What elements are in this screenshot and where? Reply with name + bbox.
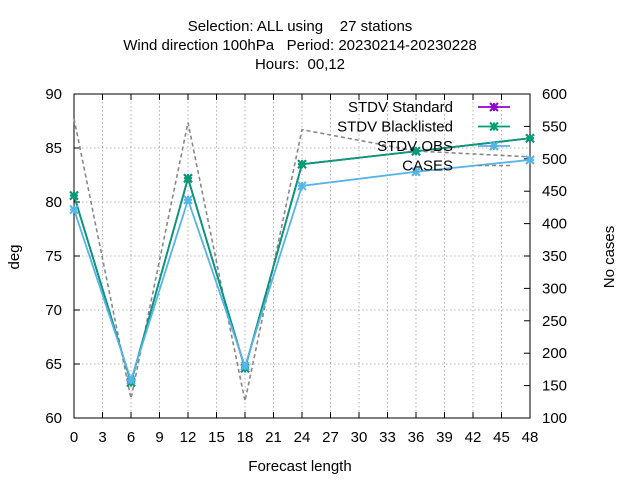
x-tick-label: 27: [322, 429, 339, 446]
data-point-stdv-blacklisted: [411, 146, 421, 156]
legend-marker-stdv-blacklisted: [489, 121, 499, 132]
y2-tick-label: 600: [542, 86, 567, 103]
x-tick-label: 15: [208, 429, 225, 446]
y-tick-label: 65: [45, 356, 62, 373]
data-point-stdv-obs: [411, 167, 421, 177]
y2-tick-label: 400: [542, 216, 567, 233]
x-tick-label: 3: [98, 429, 106, 446]
y2-tick-label: 500: [542, 151, 567, 168]
data-point-stdv-obs: [126, 375, 136, 385]
legend-label-cases: CASES: [402, 158, 453, 175]
x-tick-label: 42: [465, 429, 482, 446]
y2-tick-label: 350: [542, 248, 567, 265]
x-tick-label: 21: [265, 429, 282, 446]
axis-ticks: 0 3 6 9 12 15 18 21 24 27 30 33 36 39 42 45 486065707580…: [45, 86, 567, 446]
y2-tick-label: 150: [542, 378, 567, 395]
y2-tick-label: 250: [542, 313, 567, 330]
data-point-stdv-blacklisted: [69, 190, 79, 201]
data-point-stdv-blacklisted: [525, 133, 535, 143]
y2-tick-label: 200: [542, 345, 567, 362]
x-tick-label: 9: [155, 429, 163, 446]
x-tick-label: 33: [379, 429, 396, 446]
data-point-stdv-obs: [240, 361, 250, 371]
x-tick-label: 12: [180, 429, 197, 446]
y-axis-label: deg: [6, 244, 23, 269]
data-point-stdv-obs: [297, 181, 307, 191]
data-point-stdv-blacklisted: [297, 159, 307, 169]
series-lines: [69, 118, 535, 402]
x-tick-label: 24: [294, 429, 311, 446]
x-tick-label: 48: [522, 429, 539, 446]
y-tick-label: 90: [45, 86, 62, 103]
legend-marker-stdv-obs: [489, 141, 499, 151]
y2-tick-label: 550: [542, 118, 567, 135]
y-tick-label: 75: [45, 248, 62, 265]
legend-label-stdv-obs: STDV OBS: [377, 138, 453, 155]
legend-marker-stdv-standard: [489, 102, 499, 112]
legend-label-stdv-blacklisted: STDV Blacklisted: [337, 119, 453, 136]
x-axis-label: Forecast length: [248, 458, 351, 475]
x-tick-label: 30: [351, 429, 368, 446]
chart-title-line-3: Hours: 00,12: [254, 56, 346, 73]
grid-lines: [74, 94, 530, 418]
y-tick-label: 85: [45, 140, 62, 157]
y2-tick-label: 300: [542, 280, 567, 297]
y-tick-label: 70: [45, 302, 62, 319]
x-tick-label: 36: [408, 429, 425, 446]
legend: STDV Standard STDV Blacklisted STDV OBS CAS…: [337, 99, 510, 175]
y2-tick-label: 100: [542, 410, 567, 427]
legend-label-stdv-standard: STDV Standard: [348, 99, 453, 116]
data-point-stdv-obs: [183, 195, 193, 205]
x-tick-label: 45: [493, 429, 510, 446]
data-point-stdv-obs: [69, 204, 79, 215]
data-point-stdv-obs: [525, 155, 535, 165]
chart-title-line-2: Wind direction 100hPa Period: 20230214-2…: [123, 37, 477, 54]
x-tick-label: 0: [70, 429, 78, 446]
x-tick-label: 18: [237, 429, 254, 446]
y2-tick-label: 450: [542, 183, 567, 200]
y2-axis-label: No cases: [601, 226, 618, 289]
y-tick-label: 60: [45, 410, 62, 427]
chart-title-line-1: Selection: ALL using 27 stations: [187, 18, 413, 35]
data-point-stdv-blacklisted: [183, 173, 193, 183]
x-tick-label: 6: [127, 429, 135, 446]
y-tick-label: 80: [45, 194, 62, 211]
x-tick-label: 39: [436, 429, 453, 446]
